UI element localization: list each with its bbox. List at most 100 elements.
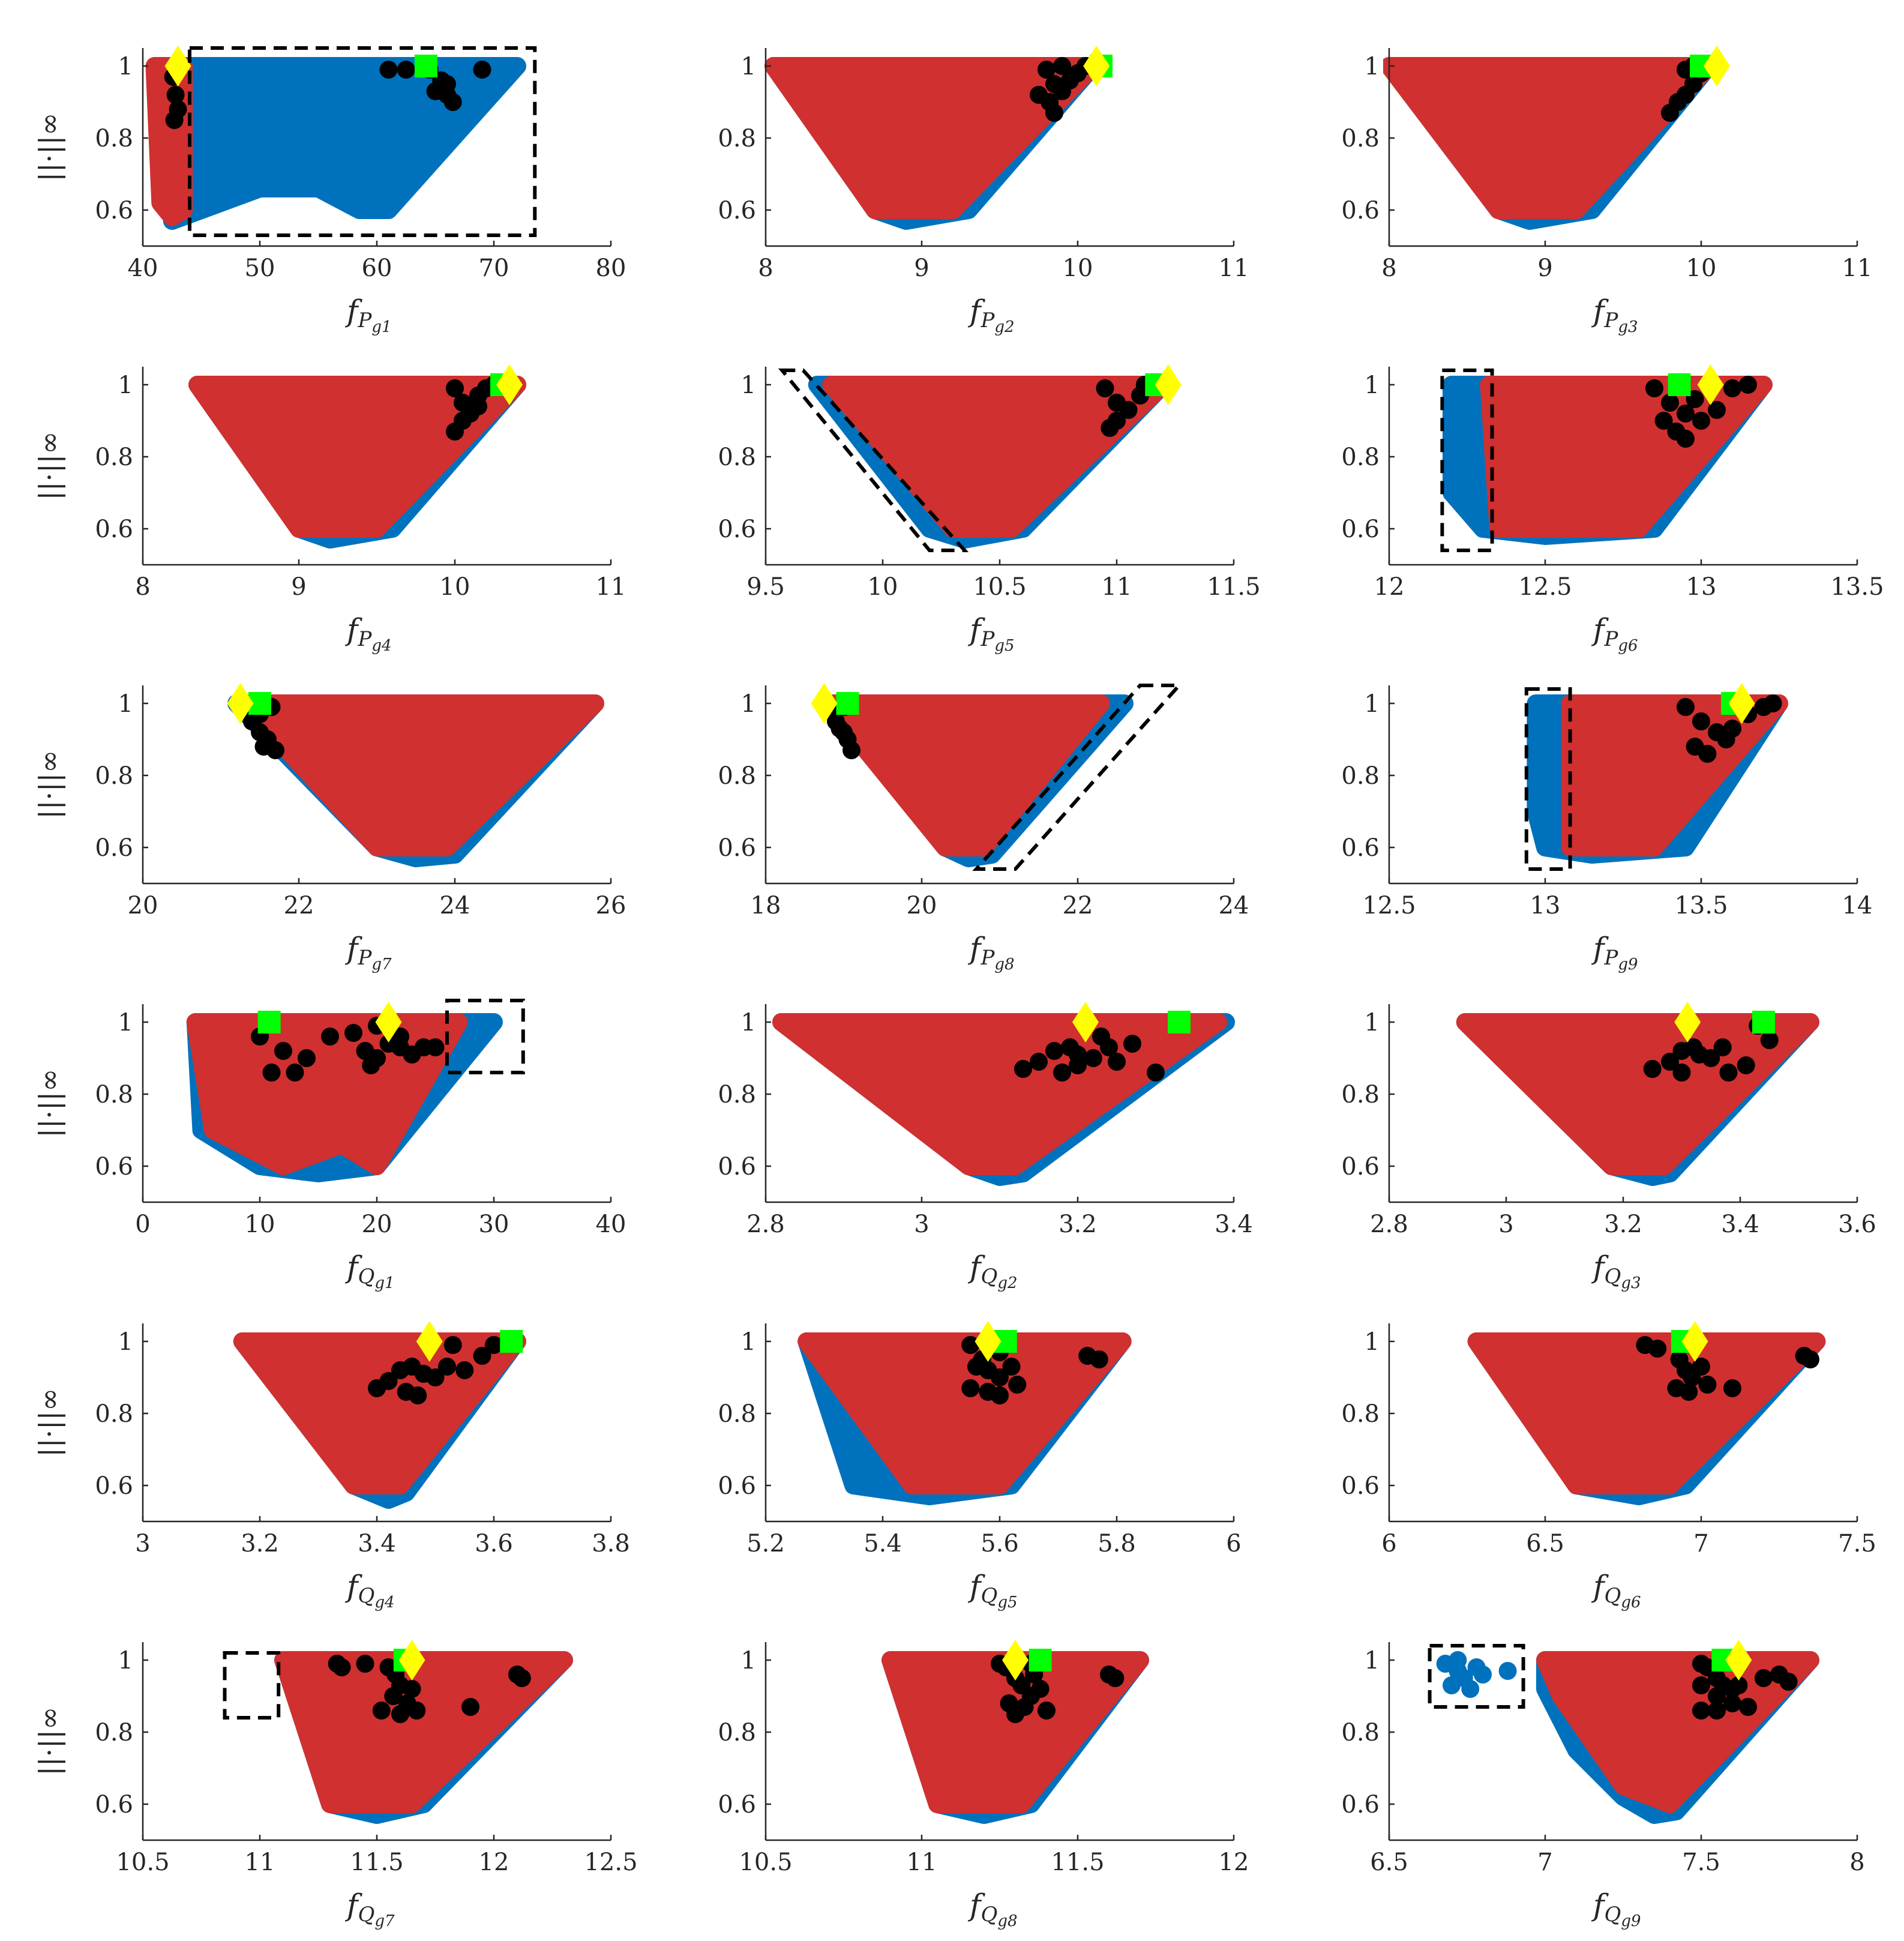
selected-point: [485, 1336, 503, 1354]
selected-point: [391, 1705, 409, 1723]
subplot-Q_g7: 10.5 11 11.5 12 12.5 0.6 0.8 1 fQg7 ||·||∞: [33, 1640, 638, 1930]
x-tick-label: 5.6: [981, 1530, 1019, 1557]
x-tick-label: 80: [596, 254, 626, 282]
x-tick-label: 12.5: [1518, 573, 1572, 601]
x-tick-label: 11: [245, 1849, 275, 1876]
pareto-region: [797, 1332, 1132, 1494]
selected-point: [842, 741, 860, 759]
y-tick-label: 0.8: [718, 762, 756, 790]
x-tick-label: 10: [1063, 254, 1093, 282]
selected-point: [274, 1042, 292, 1060]
y-tick-label: 0.6: [95, 516, 133, 543]
selected-point: [344, 1024, 362, 1042]
x-tick-label: 3.4: [1215, 1211, 1253, 1238]
yellow-diamond-marker: [1072, 1002, 1099, 1043]
x-tick-label: 10: [1686, 254, 1717, 282]
x-tick-label: 20: [362, 1211, 392, 1238]
y-tick-label: 0.8: [95, 125, 133, 152]
selected-point: [1008, 1376, 1027, 1394]
selected-point: [961, 1336, 980, 1354]
pareto-region: [881, 1651, 1149, 1813]
y-tick-label: 0.8: [1341, 1719, 1380, 1747]
selected-point: [1643, 1060, 1662, 1078]
x-tick-label: 3.4: [1721, 1211, 1759, 1238]
x-tick-label: 5.2: [746, 1530, 785, 1557]
y-tick-label: 0.8: [718, 1081, 756, 1109]
x-tick-label: 11: [907, 1849, 937, 1876]
selected-point: [165, 111, 184, 129]
pareto-region: [764, 57, 1102, 219]
pareto-region: [1467, 1332, 1826, 1494]
selected-point: [443, 93, 462, 111]
selected-point: [1084, 1049, 1102, 1067]
x-axis-label: fPg2: [967, 293, 1015, 336]
x-axis-label: fPg5: [967, 612, 1015, 655]
x-tick-label: 9: [291, 573, 306, 601]
selected-point: [1692, 1676, 1710, 1694]
x-tick-label: 8: [758, 254, 773, 282]
selected-point: [991, 1368, 1009, 1386]
selected-point: [1661, 394, 1679, 412]
dashed-highlight-box: [223, 1651, 281, 1720]
pareto-region: [819, 694, 1110, 856]
selected-point: [166, 86, 185, 104]
y-tick-label: 0.6: [1341, 1153, 1380, 1181]
selected-point: [1053, 57, 1071, 75]
yellow-diamond-marker: [398, 1640, 425, 1681]
x-tick-label: 10.5: [116, 1849, 169, 1876]
selected-point: [454, 412, 472, 430]
selected-point: [426, 1368, 445, 1386]
x-axis-label: fPg9: [1591, 931, 1638, 974]
x-tick-label: 22: [284, 892, 314, 919]
selected-point: [438, 75, 456, 93]
x-tick-label: 10: [245, 1211, 275, 1238]
subplot-P_g7: 20 22 24 26 0.6 0.8 1 fPg7 ||·||∞: [33, 683, 626, 974]
x-tick-label: 24: [440, 892, 470, 919]
selected-point: [332, 1658, 351, 1676]
x-tick-label: 5.4: [863, 1530, 902, 1557]
y-tick-label: 0.6: [1341, 516, 1380, 543]
subplot-Q_g2: 2.8 3 3.2 3.4 0.6 0.8 1 fQg2: [718, 1002, 1253, 1292]
x-tick-label: 6.5: [1526, 1530, 1564, 1557]
y-tick-label: 1: [118, 372, 133, 399]
selected-point: [1123, 1035, 1141, 1053]
y-tick-label: 0.8: [718, 1400, 756, 1428]
y-tick-label: 0.8: [95, 762, 133, 790]
yellow-diamond-marker: [1704, 46, 1730, 86]
selected-point: [1719, 1064, 1738, 1082]
x-tick-label: 40: [596, 1211, 626, 1238]
selected-point: [512, 1669, 531, 1687]
subplot-Q_g4: 3 3.2 3.4 3.6 3.8 0.6 0.8 1 fQg4 ||·||∞: [33, 1321, 630, 1611]
selected-point: [1764, 694, 1782, 712]
y-axis-label: ||·||∞: [33, 1388, 65, 1457]
pareto-region: [188, 376, 526, 538]
selected-point: [1030, 1053, 1048, 1071]
selected-point: [1090, 1350, 1108, 1368]
plot-area: [233, 1321, 526, 1509]
x-tick-label: 3: [135, 1530, 150, 1557]
y-tick-label: 1: [1365, 53, 1380, 80]
dominated-point: [1449, 1651, 1467, 1669]
green-square-marker: [1168, 1011, 1191, 1034]
selected-point: [469, 397, 487, 415]
subplot-Q_g5: 5.2 5.4 5.6 5.8 6 0.6 0.8 1 fQg5: [718, 1321, 1242, 1611]
selected-point: [473, 1347, 491, 1365]
plot-area: [1527, 683, 1788, 864]
y-tick-label: 0.6: [718, 1153, 756, 1181]
x-axis-label: fQg9: [1591, 1888, 1641, 1930]
green-square-marker: [257, 1011, 281, 1034]
selected-point: [1106, 1669, 1125, 1687]
selected-point: [1708, 1702, 1726, 1720]
x-tick-label: 3.2: [1604, 1211, 1642, 1238]
dominated-point: [1474, 1666, 1492, 1684]
x-tick-label: 70: [479, 254, 509, 282]
subplot-P_g1: 40 50 60 70 80 0.6 0.8 1 fPg1 ||·||∞: [33, 46, 626, 336]
x-tick-label: 50: [245, 254, 275, 282]
x-axis-label: fPg3: [1591, 293, 1638, 336]
selected-point: [262, 1064, 281, 1082]
y-tick-label: 1: [118, 690, 133, 718]
x-tick-label: 9: [914, 254, 929, 282]
plot-area: [227, 683, 604, 867]
x-tick-label: 6.5: [1370, 1849, 1408, 1876]
selected-point: [384, 1687, 403, 1705]
